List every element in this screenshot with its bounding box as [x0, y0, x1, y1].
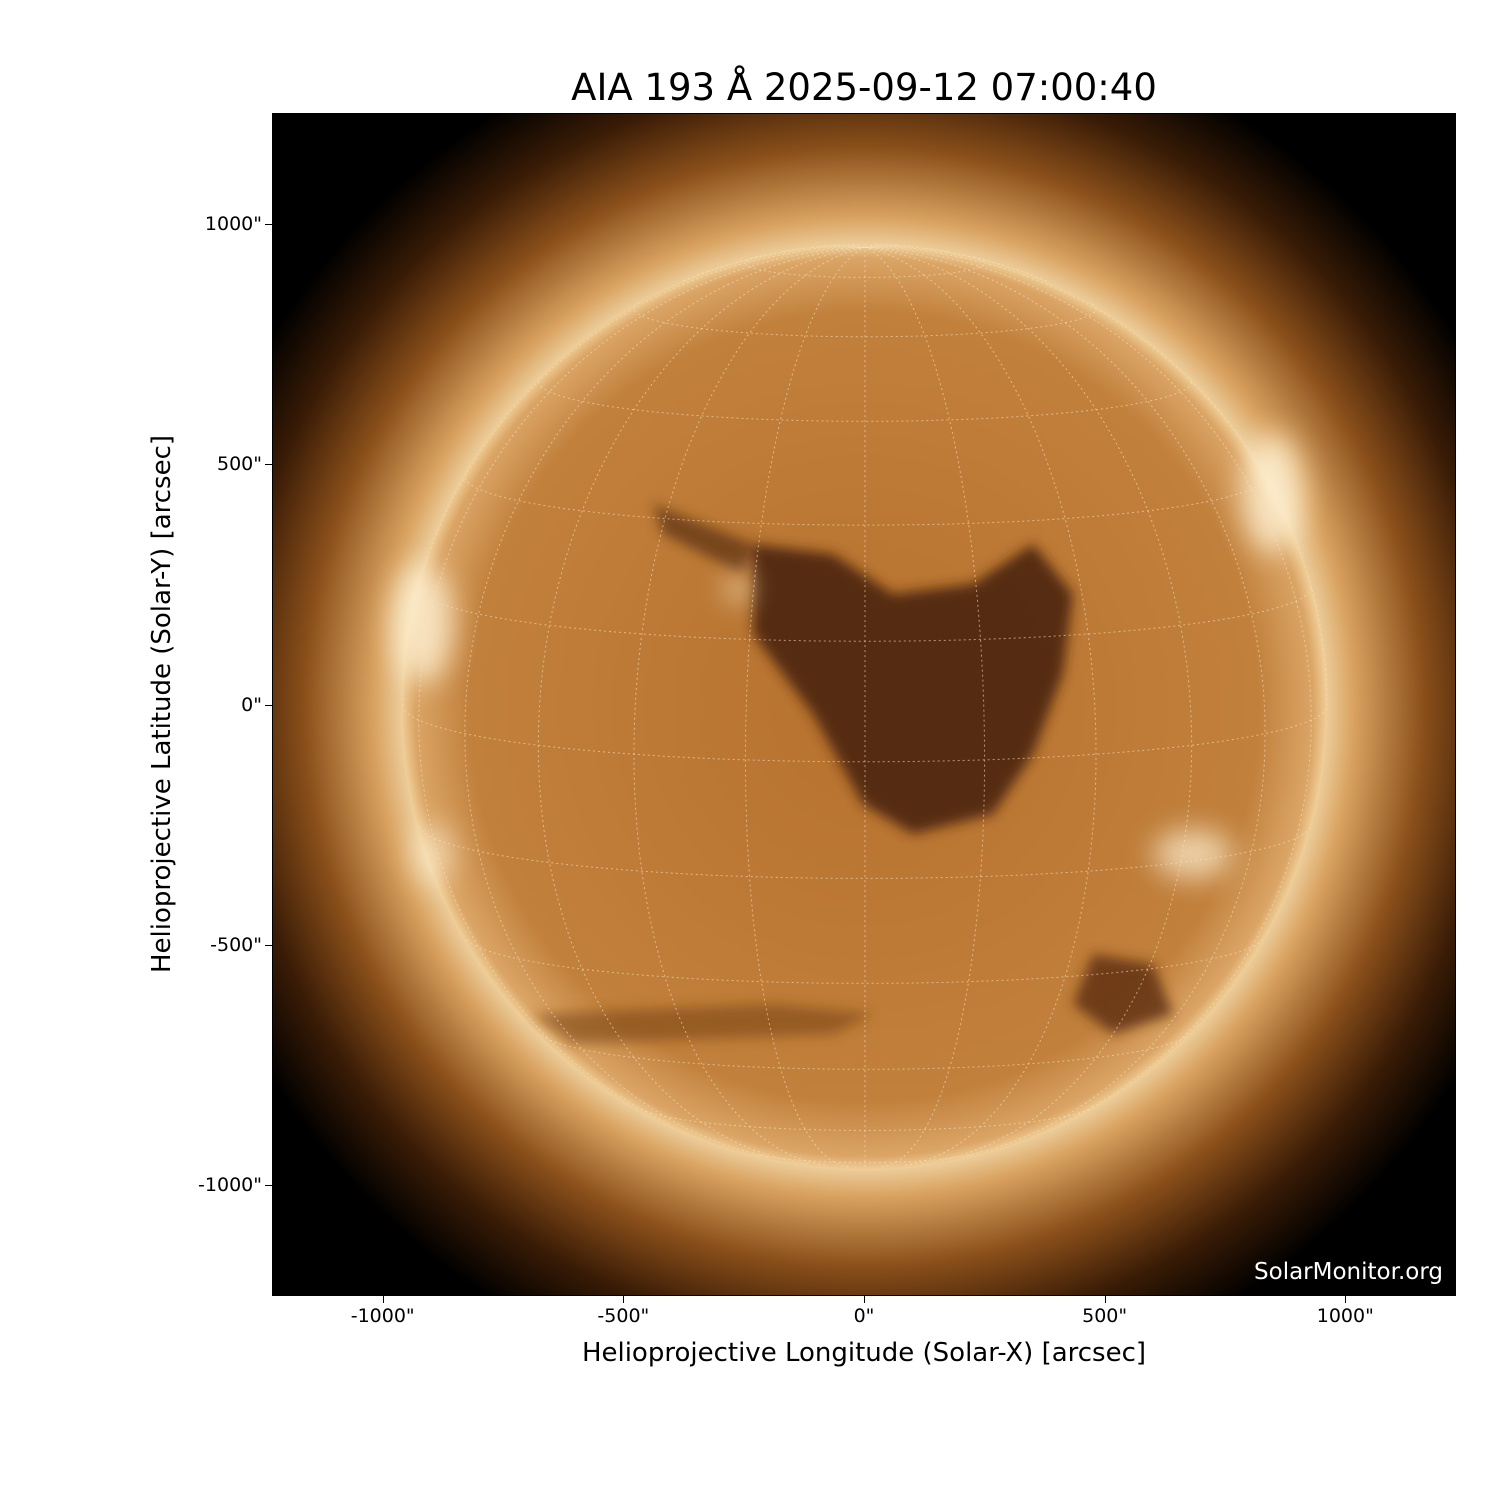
grid-line — [864, 246, 1193, 1165]
grid-line — [759, 1154, 971, 1164]
grid-line — [864, 246, 1047, 282]
grid-line — [464, 472, 1266, 526]
grid-line — [744, 256, 986, 279]
grid-line — [418, 246, 866, 1125]
y-axis-label: Helioprojective Latitude (Solar-Y) [arcs… — [147, 434, 177, 974]
grid-line — [744, 246, 866, 1168]
x-tick-label: 500" — [1082, 1305, 1128, 1327]
x-axis-label: Helioprojective Longitude (Solar-X) [arc… — [581, 1338, 1147, 1368]
watermark: SolarMonitor.org — [1254, 1259, 1443, 1285]
grid-line — [541, 1034, 1189, 1070]
coronal-hole — [533, 504, 1173, 1044]
grid-line — [402, 705, 1328, 763]
y-tick-label: 500" — [216, 453, 262, 476]
grid-line — [864, 246, 986, 1168]
x-tick — [1345, 1296, 1347, 1303]
solar-image: SolarMonitor.org — [273, 114, 1455, 1295]
y-tick-label: -500" — [210, 933, 262, 956]
y-tick — [265, 1185, 272, 1187]
y-tick-label: 1000" — [204, 212, 262, 235]
grid-line — [781, 245, 866, 252]
solar-image-axes: SolarMonitor.org — [272, 113, 1456, 1296]
x-tick-label: 0" — [853, 1305, 875, 1327]
grid-line — [633, 246, 866, 1166]
grid-line — [402, 246, 866, 706]
y-tick-label: -1000" — [198, 1174, 262, 1197]
x-tick-label: 1000" — [1316, 1305, 1374, 1327]
grid-line — [683, 246, 866, 282]
plot-title: AIA 193 Å 2025-09-12 07:00:40 — [571, 66, 1157, 109]
x-tick — [623, 1296, 625, 1303]
grid-line — [864, 243, 878, 248]
y-tick — [265, 704, 272, 706]
y-tick — [265, 944, 272, 946]
grid-line — [864, 246, 1097, 1166]
x-tick — [382, 1296, 384, 1303]
grid-line — [864, 246, 1328, 706]
x-tick-label: -500" — [597, 1305, 650, 1327]
grid-line — [418, 825, 1312, 879]
x-tick — [1104, 1296, 1106, 1303]
heliographic-grid — [402, 243, 1328, 1168]
grid-line — [864, 246, 1312, 1125]
y-tick-label: 0" — [241, 693, 262, 716]
x-tick-label: -1000" — [350, 1305, 415, 1327]
y-tick — [265, 464, 272, 466]
grid-line — [537, 246, 866, 1165]
x-tick — [864, 1296, 865, 1303]
grid-line — [864, 244, 898, 248]
y-tick — [265, 223, 272, 225]
grid-line — [864, 245, 949, 252]
grid-line — [466, 939, 1264, 984]
